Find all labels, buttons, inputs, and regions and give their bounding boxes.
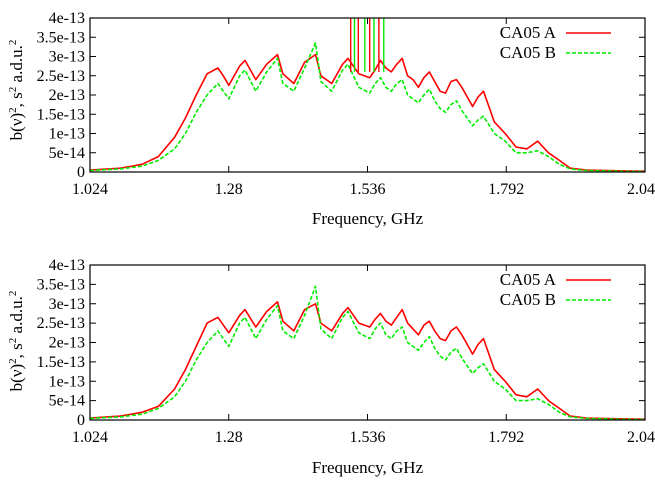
x-axis-label: Frequency, GHz: [312, 209, 424, 228]
y-tick-label: 3e-13: [49, 49, 85, 66]
x-tick-label: 1.792: [488, 429, 524, 446]
chart-bottom: b(ν)2, s2 a.d.u.2 0 5e-14 1e-13 1.5e-13 2e-1…: [7, 257, 655, 477]
series-line-ca05-a: [89, 53, 646, 172]
x-tick-label: 2.048: [627, 429, 655, 446]
y-tick-label: 5e-14: [49, 145, 85, 162]
x-tick-label: 1.792: [488, 181, 524, 198]
y-tick-label: 2e-13: [49, 87, 85, 104]
y-axis-label: b(ν)2, s2 a.d.u.2: [7, 291, 26, 392]
svg-text:b(ν)2, s2 a.d.u.2: b(ν)2, s2 a.d.u.2: [7, 40, 26, 141]
y-tick-label: 0: [77, 412, 85, 429]
x-tick-labels: 1.024 1.28 1.536 1.792 2.048: [72, 181, 655, 198]
x-tick-labels: 1.024 1.28 1.536 1.792 2.048: [72, 429, 655, 446]
x-tick-label: 1.024: [72, 429, 108, 446]
y-tick-labels: 0 5e-14 1e-13 1.5e-13 2e-13 2.5e-13 3e-13 3.5e-…: [37, 10, 85, 181]
plot-frame: [89, 264, 646, 421]
y-tick-label: 2.5e-13: [37, 68, 85, 85]
y-tick-label: 3.5e-13: [37, 276, 85, 293]
y-tick-label: 5e-14: [49, 393, 85, 410]
x-axis-label: Frequency, GHz: [312, 458, 424, 477]
legend-label: CA05 B: [500, 43, 556, 62]
x-tick-label: 1.28: [215, 429, 243, 446]
plot-frame: [89, 17, 646, 173]
y-tick-label: 4e-13: [49, 10, 85, 27]
x-tick-label: 1.024: [72, 181, 108, 198]
x-tick-label: 2.048: [627, 181, 655, 198]
series-line-ca05-b: [89, 42, 646, 173]
tick-marks: [89, 264, 646, 421]
y-tick-label: 1e-13: [49, 126, 85, 143]
y-tick-label: 3e-13: [49, 296, 85, 313]
y-tick-label: 2e-13: [49, 335, 85, 352]
tick-marks: [89, 17, 646, 173]
y-tick-label: 4e-13: [49, 257, 85, 274]
series-line-ca05-b: [89, 285, 646, 421]
x-tick-label: 1.536: [350, 181, 386, 198]
y-tick-label: 3.5e-13: [37, 29, 85, 46]
y-tick-label: 1e-13: [49, 373, 85, 390]
legend-label: CA05 A: [500, 270, 557, 289]
series-lines: [89, 18, 646, 173]
y-tick-label: 2.5e-13: [37, 315, 85, 332]
y-tick-label: 0: [77, 164, 85, 181]
legend-label: CA05 A: [500, 23, 557, 42]
series-lines: [89, 285, 646, 421]
legend-label: CA05 B: [500, 290, 556, 309]
chart-top: b(ν)2, s2 a.d.u.2 0 5e-14 1e-13 1.5e-13 2e-1…: [7, 10, 655, 228]
x-tick-label: 1.536: [350, 429, 386, 446]
x-tick-label: 1.28: [215, 181, 243, 198]
series-line-ca05-a: [89, 300, 646, 420]
y-tick-label: 1.5e-13: [37, 106, 85, 123]
y-tick-labels: 0 5e-14 1e-13 1.5e-13 2e-13 2.5e-13 3e-13 3.5e-…: [37, 257, 85, 429]
y-axis-label: b(ν)2, s2 a.d.u.2: [7, 40, 26, 141]
svg-text:b(ν)2, s2 a.d.u.2: b(ν)2, s2 a.d.u.2: [7, 291, 26, 392]
y-tick-label: 1.5e-13: [37, 354, 85, 371]
